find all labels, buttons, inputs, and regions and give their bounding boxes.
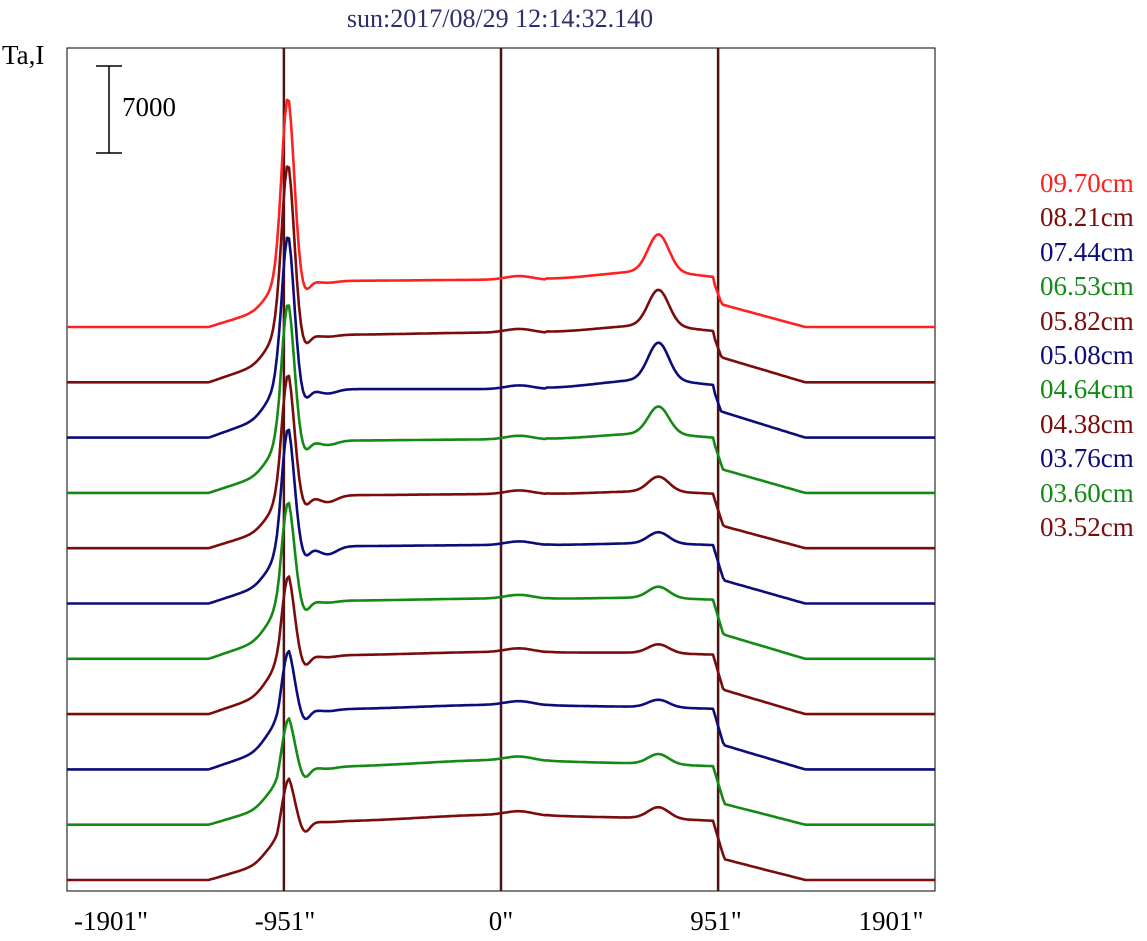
legend-item: 05.82cm (1040, 305, 1134, 336)
legend-item: 06.53cm (1040, 271, 1134, 302)
series-line-07-44cm (67, 236, 935, 439)
vertical-marker-lines (282, 48, 720, 891)
legend-item: 03.52cm (1040, 511, 1134, 542)
legend-item: 09.70cm (1040, 168, 1134, 198)
x-tick-label: -951" (254, 906, 316, 936)
series-line-06-53cm (67, 304, 935, 495)
series-line-03-60cm (67, 717, 935, 827)
series-line-03-76cm (67, 649, 935, 771)
chart-title: sun:2017/08/29 12:14:32.140 (346, 4, 654, 33)
scale-bar-label: 7000 (122, 92, 176, 122)
legend-item: 03.60cm (1040, 477, 1134, 508)
legend-item: 08.21cm (1040, 202, 1134, 233)
series-line-05-82cm (67, 374, 935, 550)
x-tick-label: 0" (488, 906, 514, 936)
series-line-04-64cm (67, 501, 935, 661)
series-line-08-21cm (67, 165, 935, 384)
series-line-05-08cm (67, 428, 935, 605)
legend-item: 04.64cm (1040, 374, 1134, 405)
legend-item: 03.76cm (1040, 443, 1134, 474)
x-tick-label: 1901" (858, 906, 924, 936)
x-tick-label: 951" (690, 906, 742, 936)
legend-item: 04.38cm (1040, 408, 1134, 439)
series-line-03-52cm (67, 777, 935, 882)
series-line-04-38cm (67, 575, 935, 716)
legend-item: 07.44cm (1040, 236, 1134, 267)
x-tick-label: -1901" (73, 906, 149, 936)
series-line-09-70cm (67, 98, 935, 329)
legend-item: 05.08cm (1040, 339, 1134, 370)
series-lines (67, 98, 935, 882)
y-axis-label: Ta,I (2, 40, 45, 70)
legend: 09.70cm 08.21cm 07.44cm 06.53cm 05.82cm … (1040, 166, 1134, 544)
